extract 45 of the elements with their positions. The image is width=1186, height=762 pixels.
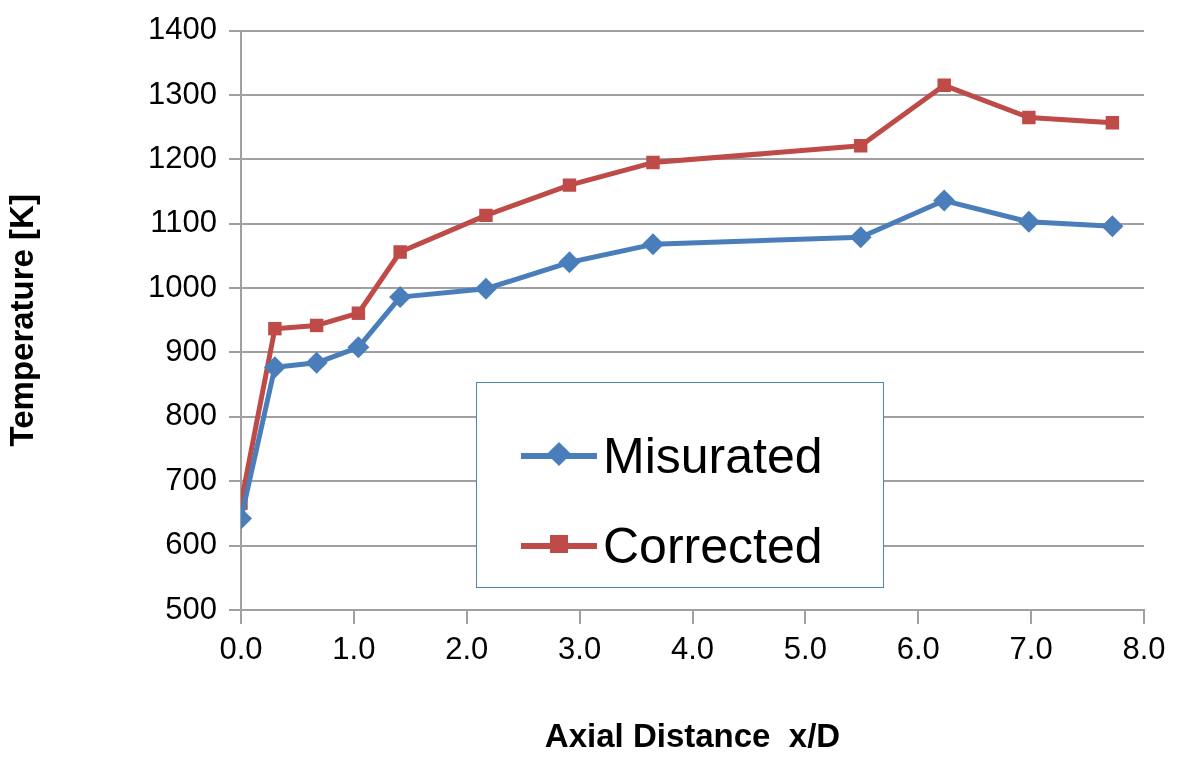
point <box>474 277 497 300</box>
x-tick-label: 0.0 <box>219 631 263 667</box>
point <box>558 251 581 274</box>
point <box>1105 115 1120 130</box>
point <box>393 245 407 259</box>
y-tick-label: 1200 <box>148 139 217 175</box>
legend-label: Corrected <box>603 517 823 575</box>
y-tick-label: 1400 <box>148 11 217 47</box>
x-tick-label: 2.0 <box>445 631 489 667</box>
y-tick-label: 800 <box>165 397 217 433</box>
point <box>309 318 324 333</box>
y-tick-label: 700 <box>165 461 217 497</box>
x-tick-label: 3.0 <box>558 631 602 667</box>
point <box>933 189 956 212</box>
x-tick-label: 6.0 <box>896 631 940 667</box>
y-axis-title: Temperature [K] <box>2 194 40 447</box>
point <box>1101 215 1124 238</box>
point <box>562 178 577 192</box>
point <box>263 356 286 379</box>
x-tick-label: 4.0 <box>670 631 715 667</box>
y-tick-label: 1300 <box>148 75 217 111</box>
point <box>853 139 868 153</box>
point <box>351 306 366 320</box>
point <box>479 208 493 223</box>
point <box>937 78 951 93</box>
x-tick-label: 5.0 <box>783 631 827 667</box>
point <box>268 321 282 336</box>
y-tick-label: 1100 <box>150 204 217 240</box>
point <box>305 351 328 374</box>
point <box>646 155 660 170</box>
y-tick-label: 900 <box>165 333 217 369</box>
point <box>849 226 872 249</box>
y-tick-label: 600 <box>165 526 217 562</box>
legend-label: Misurated <box>603 427 823 485</box>
x-tick-label: 1.0 <box>332 631 376 667</box>
point <box>1017 210 1040 233</box>
point <box>641 233 664 256</box>
x-tick-label: 8.0 <box>1122 631 1166 667</box>
point <box>389 286 412 309</box>
point <box>1022 110 1036 125</box>
y-tick-label: 1000 <box>148 268 217 304</box>
x-axis-title: Axial Distance x/D <box>544 717 841 755</box>
y-tick-label: 500 <box>165 590 217 626</box>
x-tick-label: 7.0 <box>1009 631 1053 667</box>
point <box>347 336 370 359</box>
